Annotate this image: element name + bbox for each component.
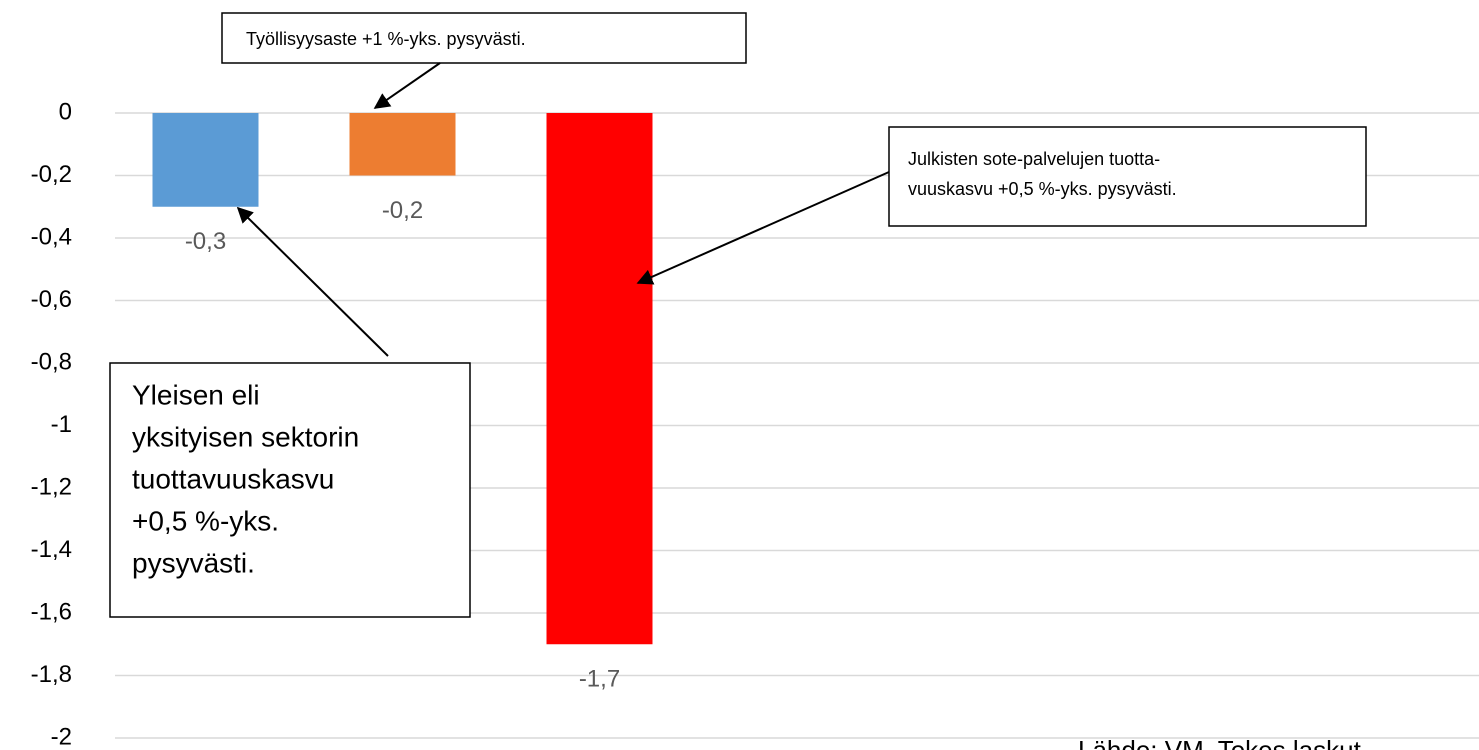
annotation-box bbox=[888, 126, 1367, 227]
y-tick-label: 0 bbox=[59, 98, 72, 125]
annotation-arrow bbox=[373, 62, 441, 109]
source: Lähde: VM, Tekes laskut bbox=[1078, 735, 1362, 750]
value-label: -1,7 bbox=[579, 666, 620, 693]
y-tick-label: -1,4 bbox=[31, 536, 72, 563]
y-tick-label: -1,6 bbox=[31, 598, 72, 625]
y-tick-label: -1 bbox=[51, 411, 72, 438]
annotation-box bbox=[109, 362, 471, 618]
annotation-text: tuottavuuskasvu bbox=[132, 463, 334, 494]
y-tick-label: -0,4 bbox=[31, 223, 72, 250]
y-tick-label: -1,8 bbox=[31, 661, 72, 688]
annotation-text: Yleisen eli bbox=[132, 379, 260, 410]
annotation-text: Työllisyysaste +1 %-yks. pysyvästi. bbox=[246, 29, 526, 49]
bar bbox=[546, 113, 653, 645]
annotation-arrow bbox=[236, 206, 389, 357]
y-tick-label: -1,2 bbox=[31, 473, 72, 500]
y-tick-label: -0,8 bbox=[31, 348, 72, 375]
y-tick-label: -0,2 bbox=[31, 161, 72, 188]
value-label: -0,3 bbox=[185, 228, 226, 255]
value-label: -0,2 bbox=[382, 197, 423, 224]
bar bbox=[152, 113, 259, 207]
annotation-text: Julkisten sote-palvelujen tuotta- bbox=[908, 149, 1160, 169]
bar bbox=[349, 113, 456, 176]
annotation-text: +0,5 %-yks. bbox=[132, 505, 279, 536]
y-tick-label: -0,6 bbox=[31, 286, 72, 313]
annotation-box bbox=[221, 12, 747, 64]
annotation-text: vuuskasvu +0,5 %-yks. pysyvästi. bbox=[908, 179, 1177, 199]
y-tick-label: -2 bbox=[51, 723, 72, 750]
annotation-arrow bbox=[636, 171, 890, 285]
annotation-text: yksityisen sektorin bbox=[132, 421, 359, 452]
annotation-text: pysyvästi. bbox=[132, 547, 255, 578]
